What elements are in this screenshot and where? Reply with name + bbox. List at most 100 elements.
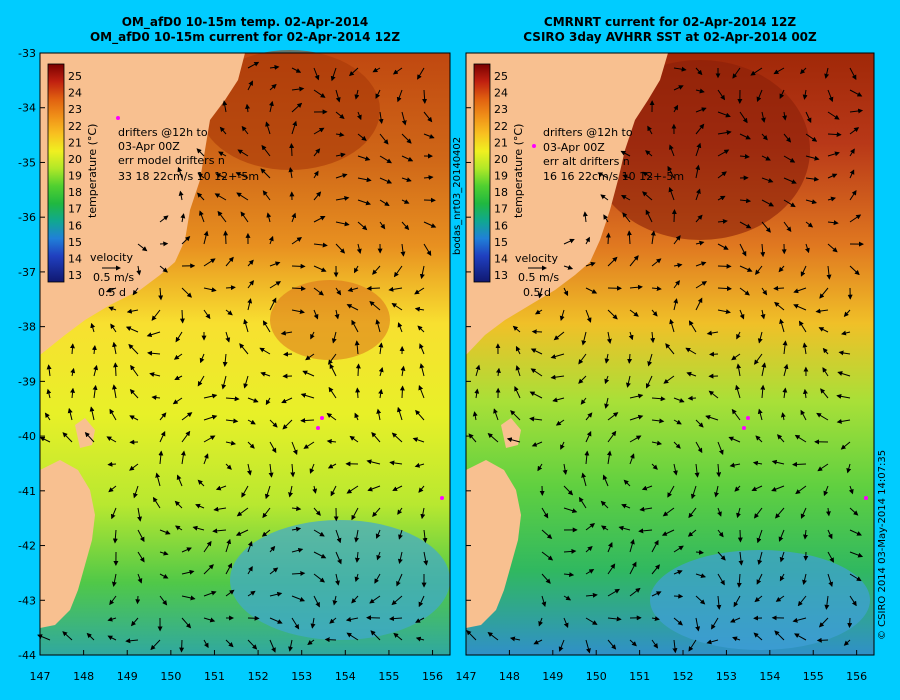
- current-arrow: [755, 265, 763, 276]
- current-arrow: [642, 191, 653, 201]
- current-arrow: [622, 212, 631, 223]
- current-arrow: [354, 340, 360, 355]
- current-arrow: [650, 331, 656, 344]
- current-arrow: [761, 177, 774, 183]
- current-arrow: [537, 463, 543, 472]
- current-arrow: [203, 639, 209, 649]
- current-arrow: [774, 630, 785, 641]
- current-arrow: [174, 525, 183, 531]
- current-arrow: [378, 388, 384, 399]
- current-arrow: [239, 343, 249, 355]
- current-arrow: [638, 528, 653, 534]
- current-arrow: [805, 111, 812, 124]
- current-arrow: [735, 384, 741, 399]
- left-drifter: [316, 426, 320, 430]
- current-arrow: [313, 265, 327, 272]
- current-arrow: [827, 173, 838, 179]
- current-arrow: [414, 287, 425, 295]
- colorbar-tick-label: 15: [494, 236, 508, 249]
- current-arrow: [836, 418, 851, 424]
- current-arrow: [225, 589, 235, 597]
- current-arrow: [794, 434, 807, 443]
- colorbar-tick-label: 17: [494, 203, 508, 216]
- current-arrow: [107, 635, 117, 641]
- current-arrow: [225, 285, 236, 291]
- colorbar-tick-label: 18: [494, 186, 508, 199]
- current-arrow: [247, 259, 254, 267]
- current-arrow: [717, 149, 730, 157]
- current-arrow: [291, 547, 304, 553]
- current-arrow: [225, 440, 237, 446]
- current-arrow: [651, 396, 666, 402]
- current-arrow: [688, 320, 697, 333]
- current-arrow: [752, 460, 763, 466]
- current-arrow: [711, 617, 719, 630]
- current-arrow: [313, 309, 319, 320]
- current-arrow: [237, 149, 249, 157]
- current-arrow: [245, 103, 251, 113]
- current-arrow: [129, 388, 139, 399]
- current-arrow: [607, 588, 620, 597]
- current-arrow: [400, 243, 406, 257]
- right-land-australia: [466, 53, 668, 355]
- current-arrow: [70, 387, 76, 399]
- current-arrow: [468, 433, 477, 443]
- current-arrow: [623, 479, 631, 487]
- current-arrow: [195, 503, 205, 509]
- colorbar-tick-label: 21: [494, 136, 508, 149]
- current-arrow: [44, 412, 51, 421]
- left-title-line1: OM_afD0 10-15m temp. 02-Apr-2014: [121, 15, 369, 29]
- current-arrow: [235, 529, 249, 536]
- current-arrow: [820, 388, 829, 399]
- current-arrow: [225, 396, 240, 402]
- current-arrow: [389, 460, 403, 466]
- left-drifter-info: drifters @12h to 03-Apr 00Z err model dr…: [118, 126, 259, 183]
- current-arrow: [695, 549, 705, 555]
- current-arrow: [247, 540, 253, 553]
- current-arrow: [739, 287, 750, 296]
- latitude-tick-label: -38: [18, 321, 36, 334]
- current-arrow: [70, 367, 76, 377]
- current-arrow: [291, 286, 306, 292]
- current-arrow: [418, 384, 425, 399]
- current-arrow: [109, 595, 117, 606]
- current-arrow: [107, 461, 117, 467]
- current-arrow: [107, 616, 117, 622]
- current-arrow: [849, 127, 860, 135]
- current-arrow: [212, 528, 227, 534]
- current-arrow: [269, 83, 277, 91]
- current-arrow: [149, 372, 161, 377]
- current-arrow: [351, 507, 359, 521]
- current-arrow: [269, 545, 276, 553]
- current-arrow: [203, 230, 209, 245]
- current-arrow: [357, 199, 371, 206]
- current-arrow: [739, 133, 751, 140]
- current-arrow: [334, 309, 340, 320]
- current-arrow: [178, 190, 184, 201]
- current-arrow: [269, 297, 277, 311]
- current-arrow: [269, 64, 280, 70]
- current-arrow: [265, 397, 271, 406]
- current-arrow: [530, 368, 543, 377]
- right-info-line: drifters @12h to: [543, 126, 633, 139]
- current-arrow: [756, 529, 763, 544]
- current-arrow: [111, 573, 117, 587]
- current-arrow: [288, 485, 293, 498]
- current-arrow: [137, 529, 145, 543]
- current-arrow: [110, 507, 117, 520]
- current-arrow: [827, 89, 834, 103]
- current-arrow: [651, 564, 661, 575]
- longitude-tick-label: 148: [499, 670, 520, 683]
- current-arrow: [805, 176, 820, 182]
- current-arrow: [815, 308, 829, 314]
- current-arrow: [125, 638, 139, 644]
- current-arrow: [836, 393, 851, 399]
- current-arrow: [159, 412, 167, 421]
- current-arrow: [225, 256, 234, 267]
- current-arrow: [150, 639, 161, 651]
- velocity-key-duration: 0.5 d: [523, 286, 551, 299]
- current-arrow: [555, 419, 565, 426]
- current-arrow: [225, 309, 233, 316]
- current-arrow: [739, 198, 752, 204]
- current-arrow: [667, 165, 675, 179]
